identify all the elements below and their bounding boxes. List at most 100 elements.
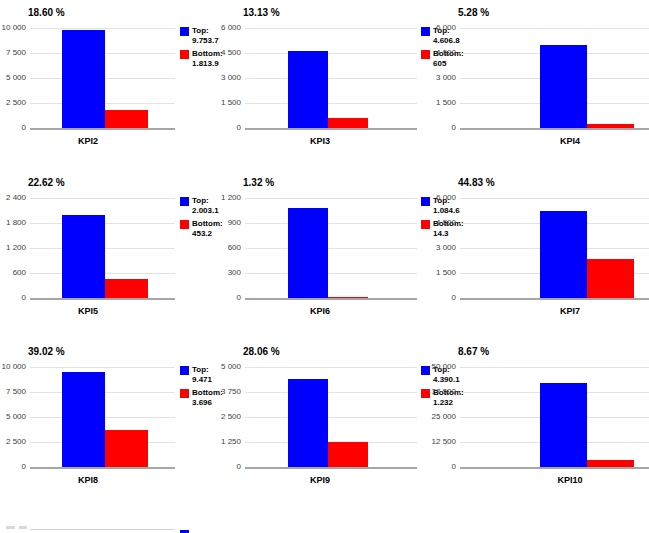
y-tick-label: 6 000 xyxy=(215,23,241,32)
y-tick-label: 600 xyxy=(0,268,26,277)
x-axis-label: KPI10 xyxy=(510,475,630,485)
y-tick-label: 5 000 xyxy=(0,412,26,421)
y-axis-ticks: 6 0004 5003 0001 5000 xyxy=(215,28,241,138)
x-axis-label: KPI2 xyxy=(28,136,148,146)
y-axis-ticks: 6 0004 5003 0001 5000 xyxy=(430,198,456,308)
plot-area xyxy=(245,28,417,130)
y-tick-label: 6 000 xyxy=(430,23,456,32)
plot-area xyxy=(245,367,417,469)
bottom-bar[interactable] xyxy=(587,259,634,298)
gridline xyxy=(460,198,649,199)
legend-bottom-swatch xyxy=(421,50,430,59)
bottom-bar[interactable] xyxy=(587,124,634,128)
chart-title: 8.67 % xyxy=(458,346,489,357)
x-axis-label: KPI9 xyxy=(260,475,380,485)
legend-bottom-swatch xyxy=(421,220,430,229)
y-tick-label: 2 500 xyxy=(215,412,241,421)
legend-bottom-swatch xyxy=(180,220,189,229)
bottom-bar[interactable] xyxy=(105,279,148,298)
top-bar[interactable] xyxy=(288,51,328,128)
kpi-chart: 8.67 % 50 00037 50025 00012 5000 KPI10 xyxy=(430,334,649,504)
y-axis-ticks: 2 4001 8001 2006000 xyxy=(0,198,26,308)
top-bar[interactable] xyxy=(62,215,105,298)
clipped-tick-label xyxy=(6,526,15,529)
y-tick-label: 2 500 xyxy=(0,437,26,446)
top-bar[interactable] xyxy=(62,372,105,467)
y-tick-label: 0 xyxy=(0,293,26,302)
chart-title: 44.83 % xyxy=(458,177,495,188)
gridline xyxy=(245,28,417,29)
kpi-chart: 18.60 % 10 0007 5005 0002 5000 KPI2 Top:… xyxy=(0,0,215,165)
plot-area xyxy=(30,198,175,300)
y-tick-label: 0 xyxy=(430,123,456,132)
legend-top-swatch xyxy=(421,27,430,36)
x-axis-label: KPI4 xyxy=(510,136,630,146)
x-axis-label: KPI6 xyxy=(260,306,380,316)
bottom-bar[interactable] xyxy=(328,297,368,298)
chart-title: 13.13 % xyxy=(243,7,280,18)
y-tick-label: 5 000 xyxy=(215,362,241,371)
y-axis-ticks: 6 0004 5003 0001 5000 xyxy=(430,28,456,138)
top-bar[interactable] xyxy=(540,383,587,467)
legend-bottom-swatch xyxy=(180,389,189,398)
legend-top-swatch xyxy=(421,197,430,206)
gridline xyxy=(245,223,417,224)
y-tick-label: 1 250 xyxy=(215,437,241,446)
y-tick-label: 0 xyxy=(430,293,456,302)
legend-top-swatch xyxy=(421,366,430,375)
legend-top-swatch xyxy=(180,366,189,375)
top-bar[interactable] xyxy=(62,30,105,128)
y-tick-label: 3 000 xyxy=(430,73,456,82)
chart-title: 18.60 % xyxy=(28,7,65,18)
gridline xyxy=(245,273,417,274)
y-tick-label: 4 500 xyxy=(215,48,241,57)
bottom-bar[interactable] xyxy=(105,430,148,467)
y-tick-label: 0 xyxy=(215,462,241,471)
y-tick-label: 2 500 xyxy=(0,98,26,107)
y-tick-label: 0 xyxy=(0,462,26,471)
plot-area xyxy=(245,198,417,300)
plot-area xyxy=(30,28,175,130)
gridline xyxy=(245,198,417,199)
legend-bottom-swatch xyxy=(421,389,430,398)
x-axis-label: KPI5 xyxy=(28,306,148,316)
gridline xyxy=(245,103,417,104)
bottom-bar[interactable] xyxy=(328,118,368,128)
y-tick-label: 3 000 xyxy=(430,243,456,252)
gridline xyxy=(245,248,417,249)
bottom-bar[interactable] xyxy=(587,460,634,467)
y-tick-label: 6 000 xyxy=(430,193,456,202)
chart-title: 39.02 % xyxy=(28,346,65,357)
top-bar[interactable] xyxy=(288,379,328,467)
gridline xyxy=(30,367,175,368)
plot-area xyxy=(460,28,649,130)
gridline xyxy=(245,367,417,368)
y-tick-label: 10 000 xyxy=(0,23,26,32)
legend-bottom-swatch xyxy=(180,50,189,59)
kpi-chart: 39.02 % 10 0007 5005 0002 5000 KPI8 Top:… xyxy=(0,334,215,504)
bottom-bar[interactable] xyxy=(105,110,148,128)
bottom-bar[interactable] xyxy=(328,442,368,467)
partial-chart xyxy=(0,497,215,533)
y-tick-label: 4 500 xyxy=(430,218,456,227)
x-axis-label: KPI3 xyxy=(260,136,380,146)
top-bar[interactable] xyxy=(540,45,587,128)
y-axis-ticks: 10 0007 5005 0002 5000 xyxy=(0,367,26,477)
kpi-chart: 28.06 % 5 0003 7502 5001 2500 KPI9 Top: … xyxy=(215,334,430,504)
legend-top-label: Top: xyxy=(192,365,212,375)
gridline xyxy=(460,367,649,368)
clipped-gridline xyxy=(30,529,175,530)
gridline xyxy=(245,78,417,79)
top-bar[interactable] xyxy=(288,208,328,298)
top-bar[interactable] xyxy=(540,211,587,298)
y-tick-label: 7 500 xyxy=(0,48,26,57)
y-tick-label: 900 xyxy=(215,218,241,227)
y-tick-label: 0 xyxy=(430,462,456,471)
legend-top-swatch xyxy=(180,197,189,206)
y-tick-label: 1 500 xyxy=(430,268,456,277)
y-axis-ticks: 10 0007 5005 0002 5000 xyxy=(0,28,26,138)
y-tick-label: 50 000 xyxy=(430,362,456,371)
y-tick-label: 600 xyxy=(215,243,241,252)
kpi-chart: 44.83 % 6 0004 5003 0001 5000 KPI7 xyxy=(430,165,649,335)
y-tick-label: 0 xyxy=(215,293,241,302)
